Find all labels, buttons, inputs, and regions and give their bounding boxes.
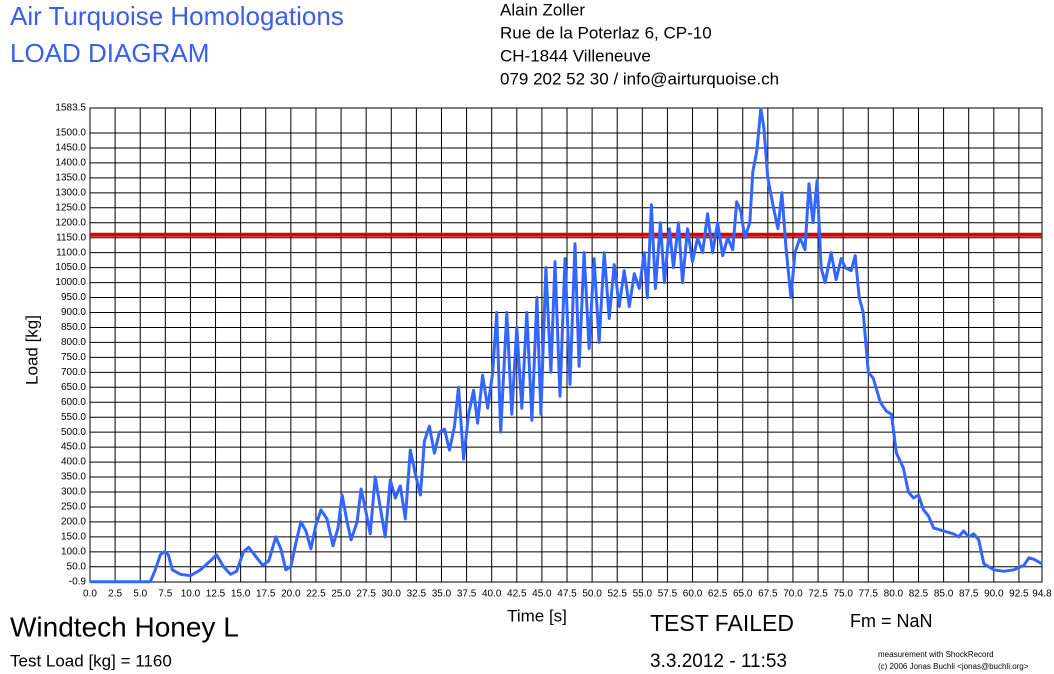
x-tick-label: 82.5 <box>909 589 929 600</box>
y-tick-label: 1050.0 <box>55 262 86 273</box>
x-tick-label: 45.0 <box>532 589 552 600</box>
y-tick-label: 300.0 <box>61 487 86 498</box>
y-tick-label: 1350.0 <box>55 172 86 183</box>
x-tick-label: 94.8 <box>1032 589 1052 600</box>
y-tick-label: 650.0 <box>61 382 86 393</box>
y-tick-label: 700.0 <box>61 367 86 378</box>
x-tick-label: 35.0 <box>432 589 452 600</box>
x-tick-label: 20.0 <box>281 589 301 600</box>
x-tick-label: 92.5 <box>1009 589 1029 600</box>
y-tick-label: 600.0 <box>61 397 86 408</box>
x-tick-label: 0.0 <box>83 589 97 600</box>
x-tick-label: 30.0 <box>382 589 402 600</box>
y-tick-label: 1200.0 <box>55 217 86 228</box>
x-tick-label: 10.0 <box>181 589 201 600</box>
y-tick-label: 900.0 <box>61 307 86 318</box>
x-tick-label: 77.5 <box>859 589 879 600</box>
x-tick-label: 7.5 <box>158 589 172 600</box>
glider-name: Windtech Honey L <box>10 611 239 642</box>
y-tick-label: 400.0 <box>61 457 86 468</box>
test-load: Test Load [kg] = 1160 <box>10 651 172 670</box>
fm: Fm = NaN <box>850 611 933 631</box>
y-tick-label: 350.0 <box>61 472 86 483</box>
y-tick-label: 500.0 <box>61 427 86 438</box>
y-tick-label: 50.0 <box>67 561 87 572</box>
y-tick-label: 200.0 <box>61 517 86 528</box>
y-tick-label: 1150.0 <box>56 232 86 243</box>
x-tick-label: 57.5 <box>658 589 678 600</box>
y-tick-label: 450.0 <box>61 442 86 453</box>
subtitle: LOAD DIAGRAM <box>10 38 209 68</box>
x-tick-label: 25.0 <box>331 589 351 600</box>
y-axis-label: Load [kg] <box>22 315 41 385</box>
x-tick-label: 37.5 <box>457 589 477 600</box>
y-tick-label: 1400.0 <box>55 158 86 169</box>
x-tick-label: 67.5 <box>758 589 778 600</box>
x-tick-label: 72.5 <box>808 589 828 600</box>
title: Air Turquoise Homologations <box>10 1 344 31</box>
result: TEST FAILED <box>650 610 794 636</box>
x-tick-label: 5.0 <box>133 589 147 600</box>
x-tick-label: 47.5 <box>557 589 577 600</box>
x-tick-label: 12.5 <box>206 589 226 600</box>
credit: measurement with ShockRecord <box>878 650 994 659</box>
x-tick-label: 90.0 <box>984 589 1004 600</box>
x-tick-label: 75.0 <box>833 589 853 600</box>
y-tick-label: 850.0 <box>61 322 86 333</box>
y-tick-label: 1250.0 <box>55 202 86 213</box>
x-tick-label: 15.0 <box>231 589 251 600</box>
y-tick-label: 1500.0 <box>55 128 86 139</box>
x-tick-label: 40.0 <box>482 589 502 600</box>
y-tick-label: 1300.0 <box>55 187 86 198</box>
y-tick-label: 950.0 <box>61 292 86 303</box>
y-tick-label: 150.0 <box>61 531 86 542</box>
x-tick-label: 70.0 <box>783 589 803 600</box>
date: 3.3.2012 - 11:53 <box>650 651 787 672</box>
address-line: Rue de la Poterlaz 6, CP-10 <box>500 23 712 42</box>
y-tick-label: -0.9 <box>69 577 87 588</box>
x-tick-label: 2.5 <box>108 589 122 600</box>
x-tick-label: 55.0 <box>633 589 653 600</box>
x-tick-label: 27.5 <box>356 589 376 600</box>
x-tick-label: 42.5 <box>507 589 527 600</box>
x-tick-label: 60.0 <box>683 589 703 600</box>
x-tick-label: 62.5 <box>708 589 728 600</box>
address-line: Alain Zoller <box>500 0 585 19</box>
x-tick-label: 85.0 <box>934 589 954 600</box>
address-line: CH-1844 Villeneuve <box>500 46 651 65</box>
plot-area <box>89 107 1043 583</box>
x-tick-label: 80.0 <box>884 589 904 600</box>
y-tick-label: 250.0 <box>61 502 86 513</box>
x-tick-label: 17.5 <box>256 589 276 600</box>
y-tick-label: 800.0 <box>61 337 86 348</box>
x-tick-label: 65.0 <box>733 589 753 600</box>
x-tick-label: 32.5 <box>407 589 427 600</box>
load-line <box>90 107 1043 584</box>
x-axis-label: Time [s] <box>507 606 567 625</box>
y-tick-label: 1583.5 <box>55 103 86 114</box>
address-line: 079 202 52 30 / info@airturquoise.ch <box>500 69 779 88</box>
y-tick-label: 550.0 <box>61 412 86 423</box>
x-tick-label: 87.5 <box>959 589 979 600</box>
y-tick-label: 1000.0 <box>55 277 86 288</box>
y-tick-label: 100.0 <box>61 546 86 557</box>
y-tick-label: 1450.0 <box>55 143 86 154</box>
y-tick-label: 750.0 <box>61 352 86 363</box>
credit: (c) 2006 Jonas Buchli <jonas@buchli.org> <box>878 662 1029 671</box>
y-tick-label: 1100.0 <box>56 247 86 258</box>
x-tick-label: 22.5 <box>306 589 326 600</box>
x-tick-label: 52.5 <box>607 589 627 600</box>
x-tick-label: 50.0 <box>582 589 602 600</box>
